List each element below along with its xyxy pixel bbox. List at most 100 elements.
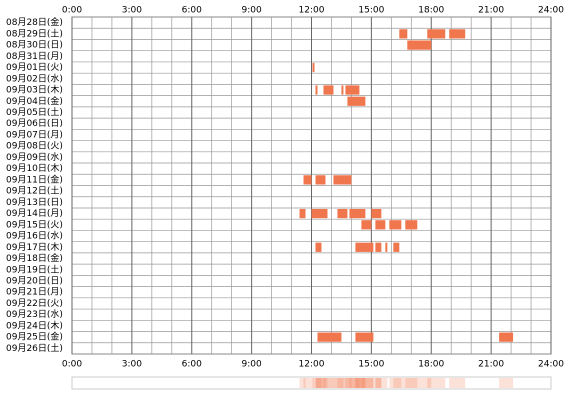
summary-bar bbox=[449, 378, 466, 388]
summary-bar bbox=[311, 378, 328, 388]
x-tick-label: 0:00 bbox=[62, 360, 82, 370]
x-tick-label: 0:00 bbox=[62, 6, 82, 16]
activity-bar bbox=[349, 208, 366, 219]
row-label: 08月31日(月) bbox=[6, 51, 63, 62]
x-tick-label: 12:00 bbox=[299, 6, 325, 16]
row-label: 09月09日(水) bbox=[6, 151, 63, 163]
activity-bar bbox=[299, 208, 306, 219]
summary-bar bbox=[317, 378, 342, 388]
activity-bar bbox=[311, 208, 328, 219]
row-label: 09月23日(水) bbox=[6, 308, 63, 320]
x-tick-label: 9:00 bbox=[242, 360, 262, 370]
x-tick-label: 3:00 bbox=[122, 360, 142, 370]
summary-bar bbox=[333, 378, 352, 388]
x-tick-label: 21:00 bbox=[478, 6, 504, 16]
summary-bar bbox=[315, 378, 318, 388]
summary-bar bbox=[389, 378, 402, 388]
x-tick-label: 9:00 bbox=[242, 6, 262, 16]
activity-bar bbox=[361, 220, 372, 230]
row-label: 09月17日(木) bbox=[6, 241, 63, 253]
activity-bar bbox=[427, 29, 446, 39]
activity-bar bbox=[345, 85, 360, 95]
summary-bar bbox=[371, 378, 382, 388]
summary-bar bbox=[427, 378, 446, 388]
row-label: 09月18日(金) bbox=[6, 252, 63, 264]
row-label: 09月22日(火) bbox=[6, 298, 63, 309]
x-tick-label: 24:00 bbox=[538, 360, 564, 370]
activity-bar bbox=[375, 242, 382, 252]
row-label: 08月28日(金) bbox=[6, 16, 63, 28]
activity-bar bbox=[405, 220, 418, 230]
x-tick-label: 3:00 bbox=[122, 6, 142, 16]
activity-bar bbox=[399, 29, 408, 39]
row-label: 09月21日(月) bbox=[6, 287, 63, 298]
summary-bar bbox=[323, 378, 334, 388]
activity-bar bbox=[347, 96, 366, 106]
row-label: 09月07日(月) bbox=[6, 129, 63, 140]
summary-bar bbox=[375, 378, 386, 388]
row-label: 09月13日(日) bbox=[6, 197, 63, 208]
summary-bar bbox=[312, 378, 315, 388]
x-tick-label: 6:00 bbox=[182, 6, 202, 16]
row-label: 08月30日(日) bbox=[6, 40, 63, 51]
row-label: 09月03日(木) bbox=[6, 84, 63, 96]
activity-bar bbox=[499, 332, 514, 342]
activity-bar bbox=[355, 242, 374, 252]
summary-bar bbox=[375, 378, 382, 388]
row-label: 09月06日(日) bbox=[6, 118, 63, 129]
row-label: 09月15日(火) bbox=[6, 219, 63, 230]
activity-bar bbox=[385, 242, 388, 252]
x-tick-label: 15:00 bbox=[358, 6, 384, 16]
row-label: 09月19日(土) bbox=[6, 263, 63, 275]
activity-bar bbox=[315, 175, 326, 185]
row-label: 09月25日(金) bbox=[6, 331, 63, 343]
row-label: 09月11日(金) bbox=[6, 173, 63, 185]
activity-bar bbox=[389, 220, 402, 230]
summary-bar bbox=[399, 378, 408, 388]
x-tick-label: 21:00 bbox=[478, 360, 504, 370]
summary-bar bbox=[337, 378, 348, 388]
x-tick-label: 6:00 bbox=[182, 360, 202, 370]
row-label: 09月10日(木) bbox=[6, 162, 63, 174]
activity-bar bbox=[303, 175, 312, 185]
activity-bar bbox=[393, 242, 400, 252]
x-tick-label: 12:00 bbox=[299, 360, 325, 370]
activity-bar bbox=[333, 175, 352, 185]
activity-bar bbox=[317, 332, 342, 342]
row-label: 09月16日(水) bbox=[6, 230, 63, 242]
row-label: 09月01日(火) bbox=[6, 62, 63, 73]
activity-bar bbox=[407, 40, 432, 50]
summary-bar bbox=[303, 378, 312, 388]
summary-bar bbox=[407, 378, 432, 388]
activity-bar bbox=[315, 85, 318, 95]
summary-bar bbox=[349, 378, 366, 388]
summary-bar bbox=[361, 378, 372, 388]
activity-bar bbox=[449, 29, 466, 39]
activity-bar bbox=[371, 208, 382, 219]
row-label: 09月14日(月) bbox=[6, 208, 63, 219]
summary-bar bbox=[499, 378, 514, 388]
row-label: 09月04日(金) bbox=[6, 95, 63, 107]
row-label: 09月08日(火) bbox=[6, 141, 63, 152]
summary-bar bbox=[385, 378, 388, 388]
summary-bar bbox=[393, 378, 400, 388]
activity-bar bbox=[337, 208, 348, 219]
row-label: 09月12日(土) bbox=[6, 185, 63, 197]
activity-bar bbox=[355, 332, 374, 342]
activity-bar bbox=[341, 85, 344, 95]
summary-bar bbox=[315, 378, 322, 388]
row-label: 09月20日(日) bbox=[6, 275, 63, 286]
row-label: 09月26日(土) bbox=[6, 342, 63, 354]
summary-bar bbox=[355, 378, 374, 388]
summary-bar bbox=[315, 378, 326, 388]
row-label: 09月05日(土) bbox=[6, 106, 63, 118]
activity-bar bbox=[315, 242, 322, 252]
summary-bar bbox=[355, 378, 374, 388]
x-tick-label: 15:00 bbox=[358, 360, 384, 370]
x-tick-label: 24:00 bbox=[538, 6, 564, 16]
summary-bar bbox=[405, 378, 418, 388]
summary-bar bbox=[347, 378, 366, 388]
summary-bar bbox=[299, 378, 306, 388]
summary-bar bbox=[341, 378, 344, 388]
